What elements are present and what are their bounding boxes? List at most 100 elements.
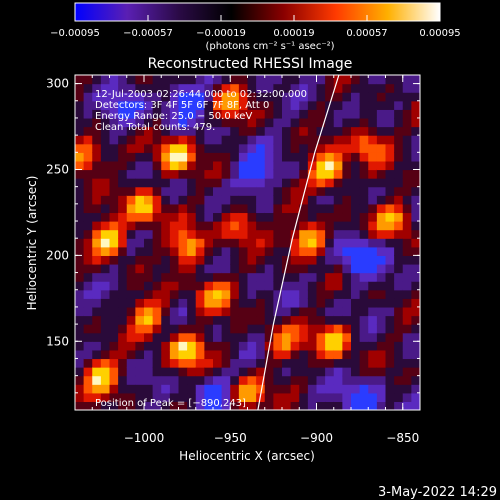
heatmap-cell bbox=[402, 203, 412, 214]
heatmap-cell bbox=[109, 324, 119, 334]
heatmap-cell bbox=[221, 152, 231, 162]
heatmap-cell bbox=[178, 324, 188, 334]
heatmap-cell bbox=[109, 367, 119, 377]
heatmap-cell bbox=[230, 401, 240, 410]
heatmap-cell bbox=[100, 281, 111, 291]
heatmap-cell bbox=[187, 92, 197, 102]
heatmap-cell bbox=[144, 126, 154, 136]
heatmap-cell bbox=[195, 263, 205, 274]
heatmap-cell bbox=[247, 289, 257, 299]
heatmap-cell bbox=[376, 263, 387, 274]
heatmap-cell bbox=[195, 195, 205, 205]
heatmap-cell bbox=[92, 255, 102, 265]
heatmap-cell bbox=[325, 195, 335, 205]
heatmap-cell bbox=[385, 221, 395, 231]
heatmap-cell bbox=[100, 143, 111, 153]
heatmap-cell bbox=[402, 272, 412, 282]
heatmap-cell bbox=[204, 315, 214, 325]
heatmap-cell bbox=[213, 332, 223, 342]
heatmap-cell bbox=[394, 358, 404, 368]
heatmap-cell bbox=[264, 100, 274, 110]
heatmap-cell bbox=[411, 315, 420, 325]
heatmap-cell bbox=[135, 246, 145, 256]
heatmap-cell bbox=[238, 109, 249, 119]
heatmap-cell bbox=[109, 332, 119, 342]
heatmap-cell bbox=[299, 367, 309, 377]
heatmap-cell bbox=[144, 272, 154, 282]
heatmap-cell bbox=[109, 229, 119, 239]
heatmap-cell bbox=[264, 229, 274, 239]
heatmap-cell bbox=[307, 178, 318, 188]
heatmap-cell bbox=[221, 186, 231, 196]
heatmap-cell bbox=[204, 212, 214, 222]
heatmap-cell bbox=[247, 263, 257, 274]
heatmap-cell bbox=[178, 117, 188, 128]
heatmap-cell bbox=[342, 281, 352, 291]
heatmap-cell bbox=[247, 375, 257, 385]
heatmap-cell bbox=[402, 178, 412, 188]
heatmap-cell bbox=[385, 367, 395, 377]
heatmap-cell bbox=[316, 178, 326, 188]
heatmap-cell bbox=[368, 341, 378, 351]
heatmap-cell bbox=[100, 195, 111, 205]
heatmap-cell bbox=[307, 384, 318, 394]
heatmap-cell bbox=[118, 306, 128, 317]
heatmap-cell bbox=[307, 367, 318, 377]
heatmap-cell bbox=[325, 298, 335, 308]
heatmap-cell bbox=[83, 109, 93, 119]
heatmap-cell bbox=[75, 349, 85, 360]
heatmap-cell bbox=[307, 315, 318, 325]
heatmap-cell bbox=[230, 126, 240, 136]
heatmap-cell bbox=[238, 298, 249, 308]
heatmap-cell bbox=[161, 203, 171, 214]
heatmap-cell bbox=[75, 255, 85, 265]
heatmap-cell bbox=[221, 255, 231, 265]
heatmap-cell bbox=[342, 100, 352, 110]
heatmap-cell bbox=[230, 195, 240, 205]
heatmap-cell bbox=[195, 75, 205, 85]
heatmap-cell bbox=[92, 375, 102, 385]
heatmap-cell bbox=[351, 289, 361, 299]
heatmap-cell bbox=[299, 186, 309, 196]
heatmap-cell bbox=[264, 92, 274, 102]
heatmap-cell bbox=[100, 341, 111, 351]
heatmap-cell bbox=[256, 143, 266, 153]
heatmap-cell bbox=[161, 401, 171, 410]
heatmap-cell bbox=[273, 212, 283, 222]
heatmap-cell bbox=[135, 92, 145, 102]
heatmap-cell bbox=[152, 135, 162, 145]
heatmap-cell bbox=[161, 324, 171, 334]
heatmap-cell bbox=[333, 238, 343, 248]
heatmap-cell bbox=[161, 100, 171, 110]
heatmap-cell bbox=[411, 135, 420, 145]
heatmap-cell bbox=[126, 298, 136, 308]
heatmap-cell bbox=[204, 375, 214, 385]
heatmap-cell bbox=[282, 135, 292, 145]
heatmap-cell bbox=[126, 272, 136, 282]
heatmap-cell bbox=[238, 229, 249, 239]
heatmap-cell bbox=[144, 392, 154, 403]
heatmap-cell bbox=[376, 221, 387, 231]
heatmap-cell bbox=[161, 306, 171, 317]
heatmap-cell bbox=[282, 143, 292, 153]
heatmap-cell bbox=[92, 367, 102, 377]
heatmap-cell bbox=[307, 92, 318, 102]
heatmap-cell bbox=[411, 203, 420, 214]
heatmap-cell bbox=[92, 332, 102, 342]
heatmap-cell bbox=[152, 186, 162, 196]
heatmap-cell bbox=[368, 324, 378, 334]
heatmap-cell bbox=[109, 100, 119, 110]
heatmap-cell bbox=[247, 221, 257, 231]
heatmap-cell bbox=[169, 135, 180, 145]
heatmap-cell bbox=[195, 375, 205, 385]
heatmap-cell bbox=[238, 178, 249, 188]
heatmap-cell bbox=[273, 160, 283, 171]
heatmap-cell bbox=[359, 195, 369, 205]
heatmap-cell bbox=[152, 324, 162, 334]
heatmap-cell bbox=[75, 246, 85, 256]
heatmap-cell bbox=[290, 178, 300, 188]
heatmap-cell bbox=[247, 332, 257, 342]
heatmap-cell bbox=[178, 160, 188, 171]
heatmap-cell bbox=[282, 306, 292, 317]
heatmap-cell bbox=[316, 358, 326, 368]
